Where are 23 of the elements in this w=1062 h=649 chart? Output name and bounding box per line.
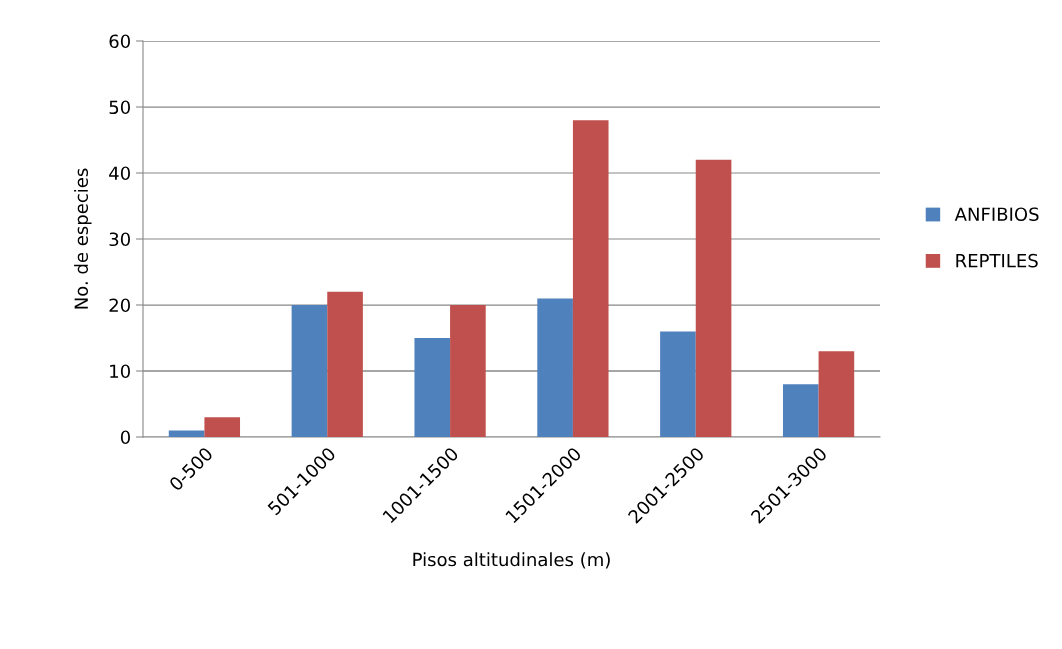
bar [660,331,696,437]
y-tick-label: 40 [109,166,130,181]
y-tick-label: 60 [109,34,130,49]
y-tick-label: 50 [109,100,130,115]
bar [782,384,819,437]
bar [291,305,328,437]
bar [818,351,855,437]
legend-label: ANFIBIOS [954,207,1039,222]
bar [450,305,486,437]
bar [168,430,205,437]
y-tick-label: 10 [110,364,130,379]
bar [695,159,732,437]
bar [204,417,241,437]
bar [327,291,363,437]
y-tick-label: 20 [109,298,130,313]
legend-label: REPTILES [956,253,1038,268]
bar [537,298,573,437]
x-axis-title: Pisos altitudinales (m) [413,552,610,569]
y-tick-label: 0 [120,430,130,445]
y-tick-label: 30 [109,232,130,247]
bar [572,120,609,437]
y-axis-title: No. de especies [74,168,92,309]
bar [414,338,451,437]
